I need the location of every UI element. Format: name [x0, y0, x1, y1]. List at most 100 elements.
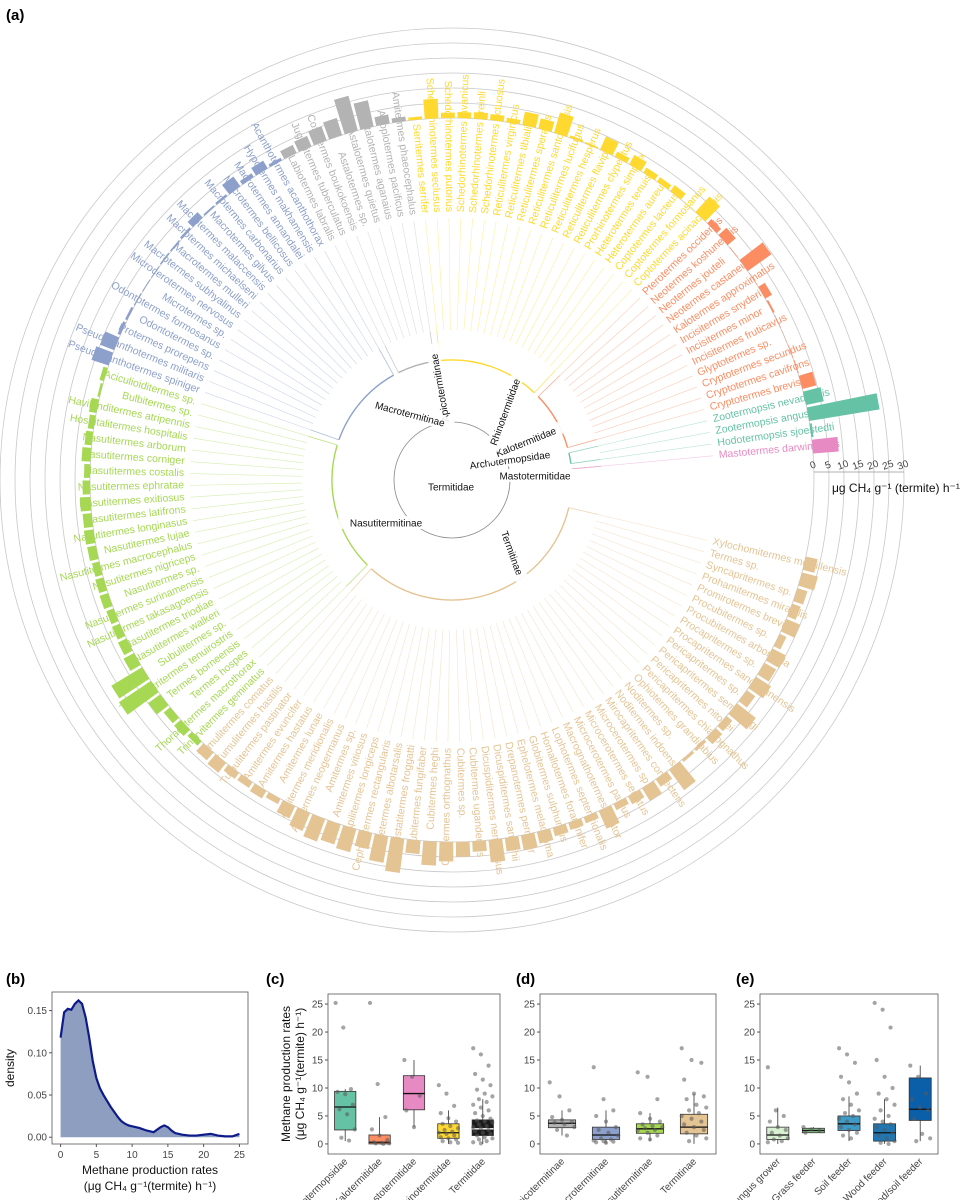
data-point	[387, 1141, 392, 1146]
bar-pseudacanthotermes-militaris	[100, 331, 120, 351]
data-point	[775, 1125, 780, 1130]
data-point	[846, 1080, 852, 1085]
bar-mirocapritermes-connectens	[655, 771, 673, 787]
tree-branch	[597, 514, 708, 541]
data-point	[455, 1140, 461, 1145]
bar-bulbitermes-sp-	[97, 383, 104, 397]
bar-globitermes-sulphureus	[552, 823, 569, 837]
data-point	[478, 1052, 483, 1057]
tree-branch	[489, 625, 519, 734]
data-point	[455, 1126, 461, 1131]
bar-tumulitermes-hastilis	[207, 754, 227, 773]
tree-branch	[580, 344, 677, 403]
data-point	[567, 1108, 572, 1113]
grid-circle-10	[59, 87, 845, 873]
data-point	[471, 1125, 476, 1130]
tree-branch	[412, 628, 430, 740]
tree-branch	[515, 242, 564, 345]
data-point	[417, 1093, 422, 1098]
bar-nasutitermes-longinasus	[83, 529, 96, 545]
y-axis-title: density	[3, 1049, 17, 1087]
y-tick-label: 25	[312, 1000, 324, 1011]
data-point	[569, 1119, 574, 1124]
bar-anoplotermes-pacificus	[374, 114, 390, 127]
bar-cubitermes-fungifaber	[405, 839, 421, 855]
tree-branch	[591, 533, 697, 575]
data-point	[453, 1137, 459, 1142]
x-tick-label: Apicotermitinae	[511, 1156, 568, 1200]
data-point	[452, 1133, 457, 1138]
data-point	[876, 1091, 881, 1096]
tree-branch	[208, 535, 313, 578]
grid-circle-20	[29, 57, 875, 903]
tree-branch	[204, 392, 311, 431]
data-point	[480, 1077, 485, 1082]
bar-coptotermes-acinaciformis	[695, 196, 721, 222]
bar-amitermes-vitiosus	[320, 819, 341, 845]
y-tick-label: 0.00	[28, 1133, 48, 1144]
tree-branch	[413, 220, 431, 332]
bar-nasutitermes-costalis	[84, 463, 91, 478]
tree-branch	[508, 618, 553, 723]
data-point	[689, 1116, 694, 1121]
bar-pericapritermes-sp-	[738, 690, 756, 708]
tree-branch	[490, 226, 520, 336]
bar-reticulitermes-santonensis	[554, 112, 574, 137]
tree-branch	[243, 570, 333, 640]
bar-schedorhinotermes-javanicus	[457, 112, 472, 119]
box-mastotermitidae	[402, 1075, 426, 1111]
tree-branch	[509, 238, 554, 342]
tree-branch	[532, 606, 594, 701]
data-point	[650, 1123, 655, 1129]
tree-branch	[448, 218, 451, 331]
data-point	[440, 1139, 445, 1144]
data-point	[471, 1046, 476, 1051]
data-point	[888, 1122, 893, 1127]
tree-branch	[483, 223, 509, 334]
tree-branch	[470, 219, 485, 332]
bar-nasutitermes-walkeri	[123, 652, 141, 672]
data-point	[333, 1000, 338, 1006]
tree-branch	[251, 576, 338, 649]
species-label: Cubitermes heghi	[425, 747, 442, 830]
radial-axis-tick: 15	[851, 458, 866, 472]
bar-macrotermes-carbonarius	[215, 194, 228, 205]
clade-label-bg	[461, 446, 559, 473]
y-tick-label: 0	[749, 1139, 755, 1150]
data-point	[916, 1074, 921, 1079]
data-point	[638, 1136, 643, 1141]
data-point	[836, 1046, 842, 1051]
data-point	[337, 1107, 342, 1112]
bar-coxotermes-boukokoensis	[308, 126, 327, 146]
tree-branch	[583, 354, 683, 409]
radial-axis-tick: 5	[824, 459, 833, 471]
bar-amitermes-lunae	[265, 792, 281, 805]
tree-branch	[313, 607, 373, 703]
data-point	[882, 1127, 887, 1133]
clade-branch	[534, 370, 556, 393]
bar-heterotermes-tenuis	[643, 167, 659, 181]
species-label: Schedorhinotermes putorius	[442, 81, 455, 212]
bar-acanthotermes-acanthothorax	[268, 157, 282, 168]
data-point	[478, 1105, 483, 1110]
y-tick-label: 0.15	[28, 1006, 48, 1017]
tree-branch	[195, 426, 306, 450]
data-point	[478, 1141, 483, 1146]
data-point	[890, 1130, 895, 1135]
bar-cubitermes-sp-	[455, 841, 471, 857]
tree-branch	[496, 623, 530, 731]
data-point	[486, 1108, 491, 1113]
data-point	[367, 1000, 373, 1006]
bar-schedorhinotermes-putorius	[440, 112, 455, 119]
data-point	[874, 1057, 879, 1063]
data-point	[490, 1094, 495, 1099]
data-point	[409, 1074, 415, 1079]
data-point	[765, 1065, 770, 1070]
data-point	[872, 1000, 877, 1006]
y-tick-label: 0.10	[28, 1048, 48, 1059]
bar-trinervitermes-geminatus	[187, 731, 202, 746]
bar-pterotermes-occidentis	[707, 218, 722, 234]
grid-circle-15	[44, 72, 860, 888]
tree-branch	[447, 629, 450, 742]
data-point	[842, 1111, 848, 1116]
